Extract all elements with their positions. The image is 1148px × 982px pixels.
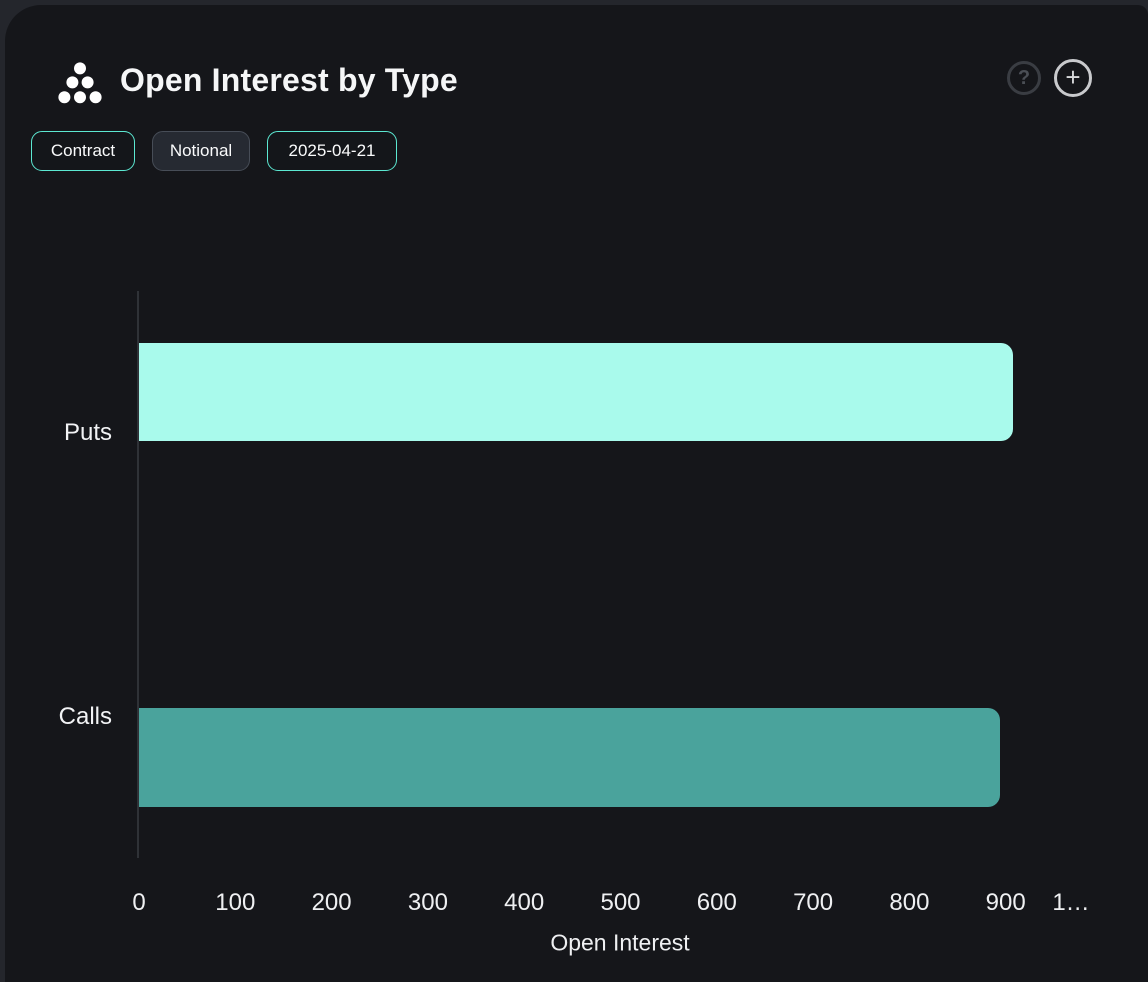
y-axis-line <box>137 291 139 858</box>
question-mark-icon: ? <box>1017 66 1031 89</box>
add-button[interactable]: + <box>1054 59 1092 97</box>
x-tick-700: 700 <box>793 889 834 916</box>
x-axis-title: Open Interest <box>550 929 690 956</box>
category-label-puts: Puts <box>63 419 112 446</box>
x-tick-0: 0 <box>132 889 146 916</box>
x-tick-200: 200 <box>311 889 352 916</box>
expiry-date-label: 2025-04-21 <box>288 141 376 160</box>
help-button[interactable]: ? <box>1007 61 1041 95</box>
plus-icon: + <box>1065 62 1081 92</box>
x-tick-100: 100 <box>215 889 256 916</box>
x-tick-600: 600 <box>696 889 737 916</box>
x-tick-1000: 1… <box>1052 889 1090 916</box>
x-tick-400: 400 <box>504 889 545 916</box>
x-tick-300: 300 <box>407 889 448 916</box>
x-tick-800: 800 <box>889 889 930 916</box>
x-tick-900: 900 <box>985 889 1026 916</box>
contract-toggle-button[interactable]: Contract <box>31 131 135 171</box>
category-label-calls: Calls <box>58 703 112 730</box>
contract-toggle-label: Contract <box>50 141 116 160</box>
notional-toggle-label: Notional <box>169 141 233 160</box>
bar-calls[interactable] <box>139 708 1000 807</box>
expiry-date-button[interactable]: 2025-04-21 <box>267 131 397 171</box>
page-title: Open Interest by Type <box>120 62 458 98</box>
x-tick-500: 500 <box>600 889 641 916</box>
notional-toggle-button[interactable]: Notional <box>152 131 250 171</box>
cluster-dots-logo-icon <box>58 62 102 104</box>
bar-puts[interactable] <box>139 343 1014 441</box>
